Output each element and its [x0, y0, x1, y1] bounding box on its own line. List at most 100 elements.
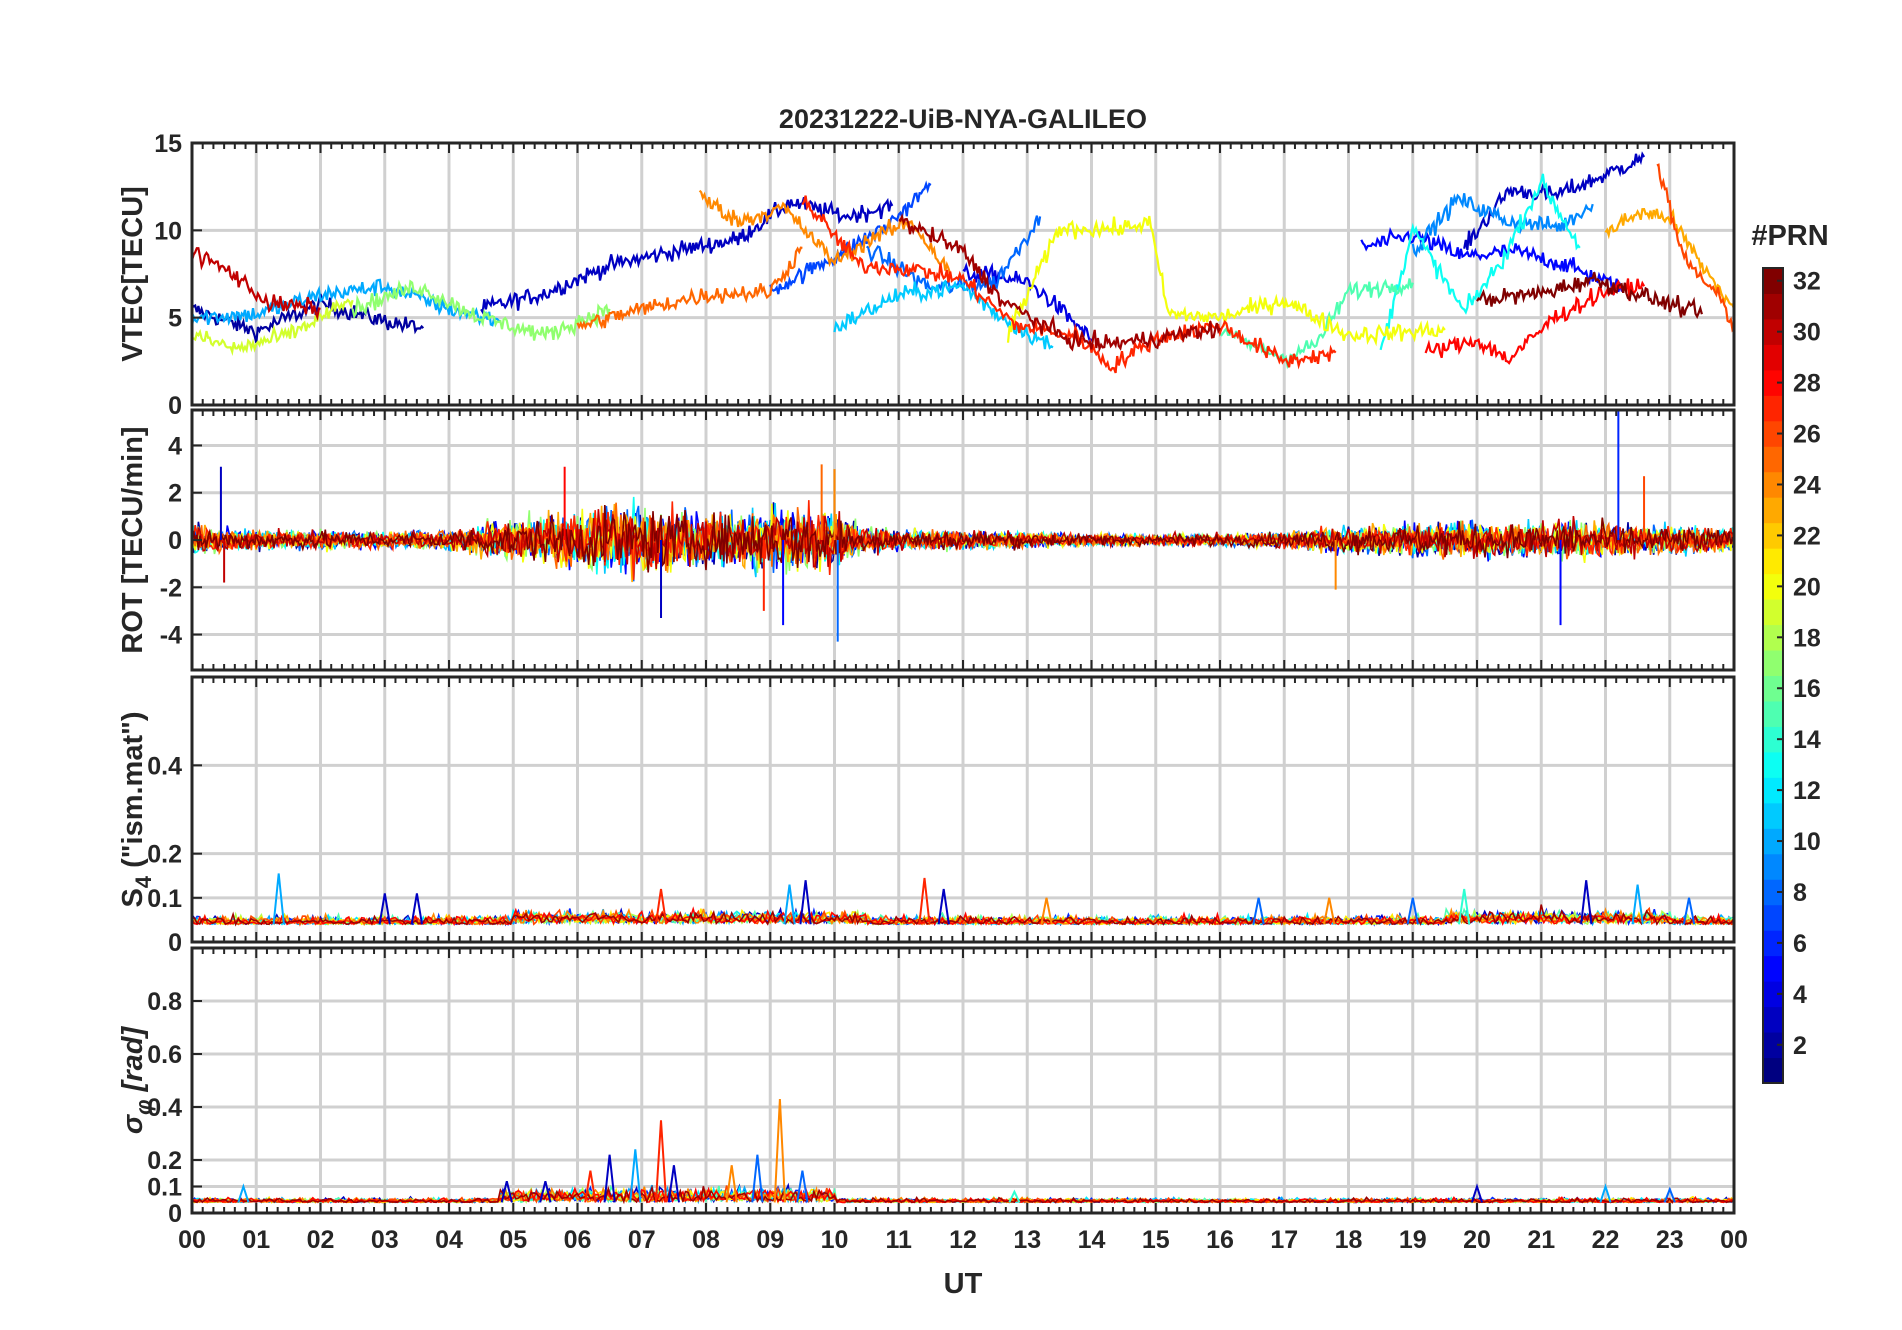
colorbar-band	[1763, 624, 1783, 651]
x-tick-label: 09	[756, 1226, 784, 1254]
s4-peak	[1252, 897, 1265, 925]
colorbar-tick-label: 28	[1793, 370, 1821, 398]
colorbar-tick-label: 30	[1793, 319, 1821, 347]
s4-peak	[1323, 897, 1336, 925]
x-tick-label: 11	[886, 1226, 913, 1254]
y-tick-label: 15	[154, 130, 182, 158]
s4-peak	[783, 884, 796, 925]
s4-series-prn-31	[192, 904, 1734, 927]
colorbar-band	[1763, 497, 1783, 524]
sigmaphi-peak	[1470, 1183, 1484, 1203]
vtec-series-prn-30	[192, 247, 321, 322]
vtec-series-prn-19	[192, 298, 354, 356]
sigmaphi-peak	[654, 1120, 668, 1203]
colorbar-band	[1763, 1032, 1783, 1059]
colorbar-band	[1763, 802, 1783, 829]
colorbar-tick-label: 6	[1793, 930, 1807, 958]
colorbar-band	[1763, 853, 1783, 880]
colorbar-band	[1763, 955, 1783, 982]
s4-peak	[1040, 897, 1053, 925]
vtec-series-prn-11	[833, 279, 1054, 350]
colorbar-tick-label: 20	[1793, 573, 1821, 601]
colorbar-band	[1763, 369, 1783, 396]
sigmaphi-peak	[1008, 1189, 1021, 1203]
vtec-series-prn-15	[1219, 278, 1414, 370]
x-tick-label: 16	[1206, 1226, 1234, 1254]
y-tick-label: 10	[154, 217, 182, 245]
x-tick-label: 19	[1399, 1226, 1427, 1254]
s4-peak	[1458, 888, 1471, 925]
colorbar-band	[1763, 650, 1783, 676]
sigmaphi-peak	[751, 1154, 764, 1203]
x-tick-label: 21	[1527, 1226, 1555, 1254]
x-tick-label: 15	[1142, 1226, 1170, 1254]
colorbar-tick-label: 24	[1793, 471, 1821, 499]
y-tick-label: 0	[168, 1200, 182, 1228]
s4-peak	[1580, 880, 1593, 925]
vtec-series-prn-9	[1411, 193, 1594, 258]
vtec-series-prn-5	[1360, 226, 1626, 297]
data-group	[192, 873, 1734, 927]
y-tick-label: -2	[160, 574, 182, 602]
colorbar-tick-label: 26	[1793, 421, 1821, 449]
s4-peak	[918, 877, 931, 925]
colorbar-tick-label: 8	[1793, 879, 1807, 907]
sigmaphi-peak	[1663, 1186, 1676, 1203]
colorbar-band	[1763, 1006, 1783, 1033]
data-group	[192, 1098, 1734, 1205]
vtec-series-prn-31	[898, 213, 1221, 353]
vtec-series-prn-13	[1379, 173, 1581, 351]
colorbar-tick-label: 32	[1793, 268, 1821, 296]
colorbar-band	[1763, 904, 1783, 931]
s4-peak	[378, 893, 391, 925]
colorbar-band	[1763, 879, 1783, 906]
y-tick-label: 0.2	[147, 841, 182, 869]
colorbar-band	[1763, 726, 1783, 753]
colorbar-band	[1763, 573, 1783, 600]
x-tick-label: 23	[1656, 1226, 1684, 1254]
x-tick-label: 00	[1720, 1226, 1748, 1254]
x-tick-label: 00	[178, 1226, 206, 1254]
y-tick-label: 4	[168, 432, 182, 460]
sigmaphi-peak	[584, 1170, 597, 1203]
sigmaphi-peak	[1599, 1183, 1612, 1203]
s4-peak	[654, 888, 668, 925]
colorbar-title: #PRN	[1751, 220, 1828, 252]
x-tick-label: 13	[1013, 1226, 1041, 1254]
y-axis-label: VTEC[TECU]	[117, 186, 149, 362]
sigmaphi-peak	[237, 1183, 250, 1203]
vtec-series-prn-10	[192, 278, 501, 327]
y-tick-label: 0.4	[147, 1094, 182, 1122]
y-tick-label: 2	[168, 480, 182, 508]
x-tick-label: 14	[1078, 1226, 1106, 1254]
y-tick-label: -4	[160, 622, 182, 650]
s4-peak	[937, 888, 950, 925]
y-tick-label: 0.6	[147, 1041, 182, 1069]
colorbar-band	[1763, 548, 1783, 575]
x-tick-label: 08	[692, 1226, 720, 1254]
y-axis-label: ROT [TECU/min]	[117, 426, 149, 653]
panel-sigmaphi: 00.10.2 0.4 0.6 0.8 σφ [rad]	[117, 946, 1736, 1228]
colorbar-band	[1763, 471, 1783, 498]
colorbar-tick-label: 2	[1793, 1032, 1807, 1060]
colorbar-tick-label: 14	[1793, 726, 1821, 754]
colorbar-band	[1763, 930, 1783, 957]
vtec-series-prn-27	[801, 195, 1337, 374]
y-tick-label: 0	[168, 929, 182, 957]
x-tick-label: 04	[435, 1226, 463, 1254]
colorbar-band	[1763, 318, 1783, 345]
x-tick-label: 01	[242, 1226, 270, 1254]
s4-peak	[1406, 897, 1419, 925]
sigmaphi-peak	[773, 1098, 786, 1203]
sigmaphi-series-prn-31	[192, 1184, 1734, 1205]
colorbar-band	[1763, 828, 1783, 855]
colorbar-band	[1763, 420, 1783, 447]
y-axis-label: S4 ("ism.mat")	[117, 711, 156, 907]
y-tick-label: 0.1	[147, 1174, 182, 1202]
colorbar-tick-label: 12	[1793, 777, 1821, 805]
colorbar-tick-label: 10	[1793, 828, 1821, 856]
colorbar-tick-label: 22	[1793, 522, 1821, 550]
